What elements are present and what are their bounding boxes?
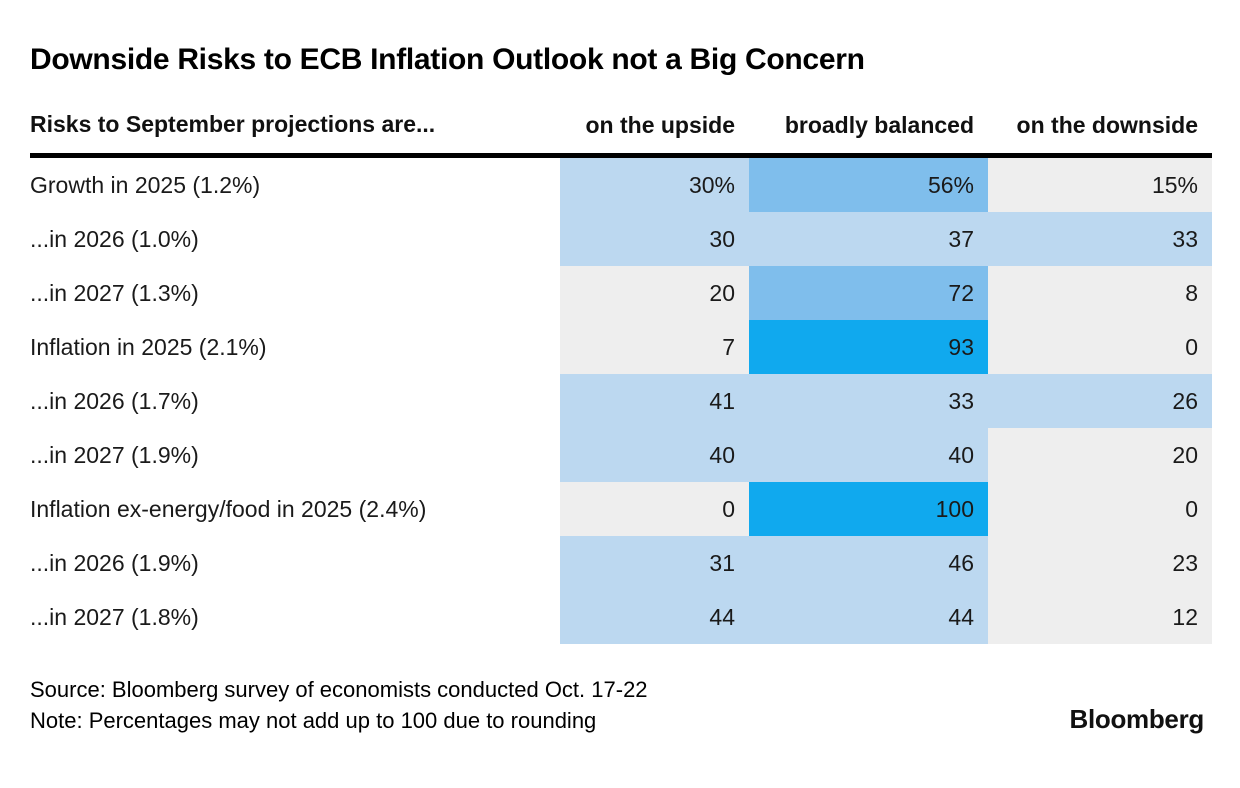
table-row: ...in 2027 (1.8%) 44 44 12 bbox=[30, 590, 1212, 644]
heatmap-cell: 40 bbox=[560, 428, 749, 482]
table-row: ...in 2026 (1.0%) 30 37 33 bbox=[30, 212, 1212, 266]
column-header-upside: on the upside bbox=[585, 112, 736, 138]
source-note: Source: Bloomberg survey of economists c… bbox=[30, 677, 648, 702]
table-row: ...in 2026 (1.9%) 31 46 23 bbox=[30, 536, 1212, 590]
row-label: ...in 2026 (1.0%) bbox=[30, 225, 199, 252]
row-label: ...in 2027 (1.3%) bbox=[30, 279, 199, 306]
column-header-downside: on the downside bbox=[1016, 112, 1198, 138]
heatmap-cell: 0 bbox=[560, 482, 749, 536]
heatmap-cell: 8 bbox=[988, 266, 1212, 320]
heatmap-cell: 15% bbox=[988, 158, 1212, 212]
column-header-balanced: broadly balanced bbox=[784, 112, 974, 138]
heatmap-cell: 0 bbox=[988, 320, 1212, 374]
heatmap-cell: 0 bbox=[988, 482, 1212, 536]
heatmap-cell: 33 bbox=[988, 212, 1212, 266]
row-label: ...in 2027 (1.9%) bbox=[30, 441, 199, 468]
heatmap-cell: 44 bbox=[749, 590, 988, 644]
heatmap-cell: 30% bbox=[560, 158, 749, 212]
row-axis-label: Risks to September projections are... bbox=[30, 111, 436, 137]
heatmap-cell: 93 bbox=[749, 320, 988, 374]
heatmap-cell: 33 bbox=[749, 374, 988, 428]
table-row: ...in 2027 (1.3%) 20 72 8 bbox=[30, 266, 1212, 320]
row-label: Growth in 2025 (1.2%) bbox=[30, 171, 261, 198]
table-row: ...in 2027 (1.9%) 40 40 20 bbox=[30, 428, 1212, 482]
row-label: Inflation ex-energy/food in 2025 (2.4%) bbox=[30, 495, 427, 522]
table-header: Risks to September projections are... on… bbox=[30, 110, 1212, 139]
heatmap-cell: 41 bbox=[560, 374, 749, 428]
table-body: Growth in 2025 (1.2%) 30% 56% 15% ...in 2026… bbox=[30, 158, 1212, 644]
heatmap-cell: 7 bbox=[560, 320, 749, 374]
bloomberg-logo: Bloomberg bbox=[1069, 704, 1204, 734]
table-row: Inflation ex-energy/food in 2025 (2.4%) 0… bbox=[30, 482, 1212, 536]
heatmap-cell: 37 bbox=[749, 212, 988, 266]
table-row: Growth in 2025 (1.2%) 30% 56% 15% bbox=[30, 158, 1212, 212]
row-label: ...in 2026 (1.9%) bbox=[30, 549, 199, 576]
heatmap-cell: 46 bbox=[749, 536, 988, 590]
row-label: Inflation in 2025 (2.1%) bbox=[30, 333, 267, 360]
heatmap-cell: 44 bbox=[560, 590, 749, 644]
heatmap-cell: 20 bbox=[560, 266, 749, 320]
row-label: ...in 2026 (1.7%) bbox=[30, 387, 199, 414]
heatmap-cell: 31 bbox=[560, 536, 749, 590]
table-row: Inflation in 2025 (2.1%) 7 93 0 bbox=[30, 320, 1212, 374]
table-row: ...in 2026 (1.7%) 41 33 26 bbox=[30, 374, 1212, 428]
chart-container: Downside Risks to ECB Inflation Outlook … bbox=[30, 0, 1212, 788]
heatmap-cell: 26 bbox=[988, 374, 1212, 428]
heatmap-cell: 20 bbox=[988, 428, 1212, 482]
chart-title: Downside Risks to ECB Inflation Outlook … bbox=[30, 43, 865, 76]
heatmap-cell: 23 bbox=[988, 536, 1212, 590]
heatmap-cell: 40 bbox=[749, 428, 988, 482]
heatmap-cell: 100 bbox=[749, 482, 988, 536]
heatmap-cell: 30 bbox=[560, 212, 749, 266]
heatmap-cell: 56% bbox=[749, 158, 988, 212]
row-label: ...in 2027 (1.8%) bbox=[30, 603, 199, 630]
rounding-note: Note: Percentages may not add up to 100 … bbox=[30, 708, 597, 733]
header-divider bbox=[30, 153, 1212, 158]
heatmap-cell: 12 bbox=[988, 590, 1212, 644]
chart-footer: Source: Bloomberg survey of economists c… bbox=[30, 674, 1212, 736]
heatmap-cell: 72 bbox=[749, 266, 988, 320]
